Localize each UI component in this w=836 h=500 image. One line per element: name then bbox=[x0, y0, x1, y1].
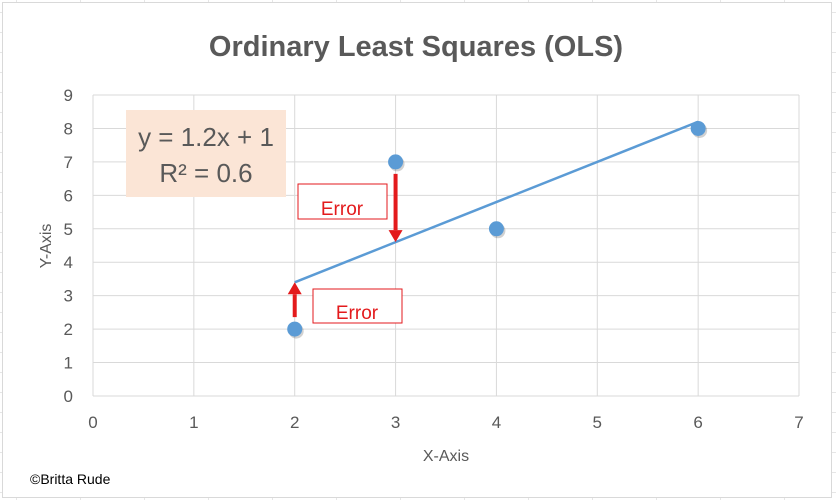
data-point bbox=[488, 221, 504, 237]
y-tick-label: 5 bbox=[64, 220, 73, 239]
trendline-group bbox=[294, 120, 699, 284]
y-tick-label: 3 bbox=[64, 287, 73, 306]
error-label-text: Error bbox=[321, 199, 364, 220]
error-label-box bbox=[312, 288, 403, 324]
error-label-box bbox=[297, 183, 388, 220]
x-tick-label: 5 bbox=[593, 413, 602, 432]
error-annotations bbox=[287, 173, 403, 318]
y-tick-label: 8 bbox=[64, 119, 73, 138]
y-tick-labels: 0 1 2 3 4 5 6 7 8 9 bbox=[64, 86, 73, 406]
x-tick-label: 1 bbox=[189, 413, 198, 432]
y-tick-label: 9 bbox=[64, 86, 73, 105]
r-squared-text: R² = 0.6 bbox=[159, 158, 252, 188]
x-tick-label: 6 bbox=[693, 413, 702, 432]
error-label-2: Error bbox=[312, 288, 403, 324]
y-tick-label: 1 bbox=[64, 354, 73, 373]
y-tick-label: 4 bbox=[64, 253, 73, 272]
y-tick-label: 7 bbox=[64, 153, 73, 172]
copyright-text: ©Britta Rude bbox=[30, 471, 111, 487]
y-tick-label: 0 bbox=[64, 387, 73, 406]
x-tick-labels: 0 1 2 3 4 5 6 7 bbox=[88, 413, 803, 432]
equation-text: y = 1.2x + 1 bbox=[138, 122, 274, 152]
data-point bbox=[287, 321, 303, 337]
y-tick-label: 2 bbox=[64, 320, 73, 339]
equation-box bbox=[126, 110, 286, 197]
error-arrow-head bbox=[388, 230, 403, 243]
data-point bbox=[690, 120, 706, 136]
y-tick-label: 6 bbox=[64, 186, 73, 205]
x-tick-label: 0 bbox=[88, 413, 97, 432]
error-arrow-head bbox=[287, 282, 302, 295]
x-tick-label: 7 bbox=[794, 413, 803, 432]
error-label-1: Error bbox=[297, 183, 388, 220]
chart-title: Ordinary Least Squares (OLS) bbox=[209, 31, 623, 63]
y-axis-title: Y-Axis bbox=[38, 224, 55, 269]
x-tick-label: 2 bbox=[290, 413, 299, 432]
data-point bbox=[388, 154, 404, 170]
x-axis-title: X-Axis bbox=[423, 448, 469, 465]
error-label-text: Error bbox=[336, 303, 379, 324]
data-points bbox=[287, 120, 708, 339]
trendline bbox=[294, 120, 699, 284]
x-tick-label: 3 bbox=[391, 413, 400, 432]
equation-annotation: y = 1.2x + 1 R² = 0.6 bbox=[126, 110, 286, 197]
x-tick-label: 4 bbox=[492, 413, 501, 432]
